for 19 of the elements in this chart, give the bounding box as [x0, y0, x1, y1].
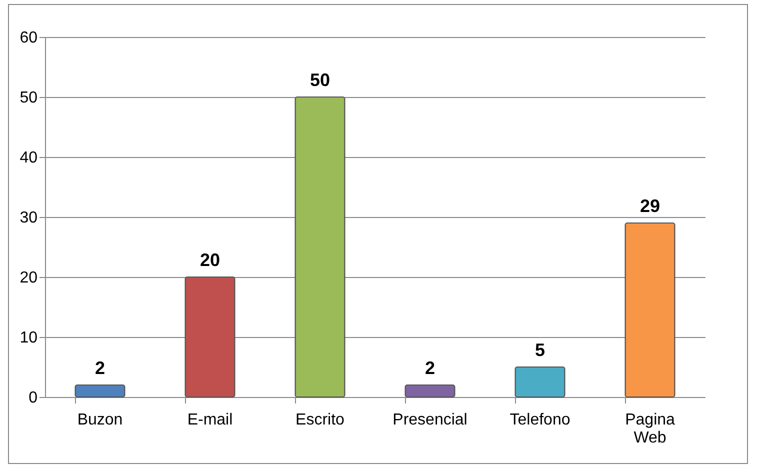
data-label: 20: [200, 250, 220, 270]
data-label: 29: [640, 196, 660, 216]
data-label: 2: [94, 358, 106, 378]
data-label: 50: [310, 70, 330, 90]
y-tick-label: 40: [20, 150, 38, 166]
data-label: 2: [424, 358, 436, 378]
x-tick-label: E-mail: [187, 412, 233, 428]
x-tick-label: Telefono: [510, 412, 570, 428]
y-tick-label: 60: [20, 30, 38, 46]
y-tick-label: 20: [20, 270, 38, 286]
x-tick-label: Presencial: [392, 412, 468, 428]
x-tick-label: Buzon: [77, 412, 123, 428]
y-tick-label: 30: [20, 210, 38, 226]
data-label: 5: [534, 340, 546, 360]
x-tick-label: Escrito: [296, 412, 345, 428]
y-tick-label: 0: [28, 390, 38, 406]
x-tick-label: Pagina Web: [625, 412, 676, 446]
y-tick-label: 50: [20, 90, 38, 106]
y-tick-label: 10: [20, 330, 38, 346]
